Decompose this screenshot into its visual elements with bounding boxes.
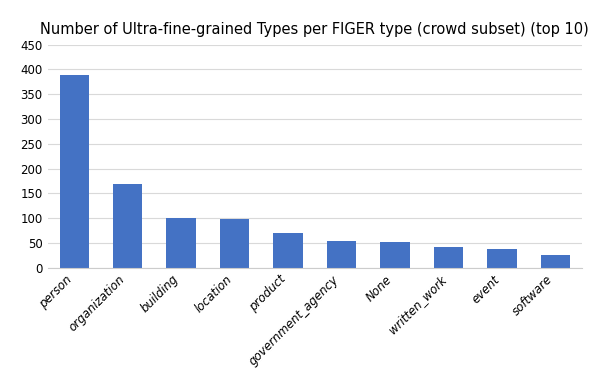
Bar <box>434 247 463 268</box>
Bar <box>541 256 570 268</box>
Bar <box>380 242 410 268</box>
Bar <box>166 218 196 268</box>
Title: Number of Ultra-fine-grained Types per FIGER type (crowd subset) (top 10): Number of Ultra-fine-grained Types per F… <box>40 22 589 36</box>
Bar <box>220 219 249 268</box>
Bar <box>273 233 303 268</box>
Bar <box>327 241 356 268</box>
Bar <box>59 76 89 268</box>
Bar <box>113 183 143 268</box>
Bar <box>487 250 517 268</box>
